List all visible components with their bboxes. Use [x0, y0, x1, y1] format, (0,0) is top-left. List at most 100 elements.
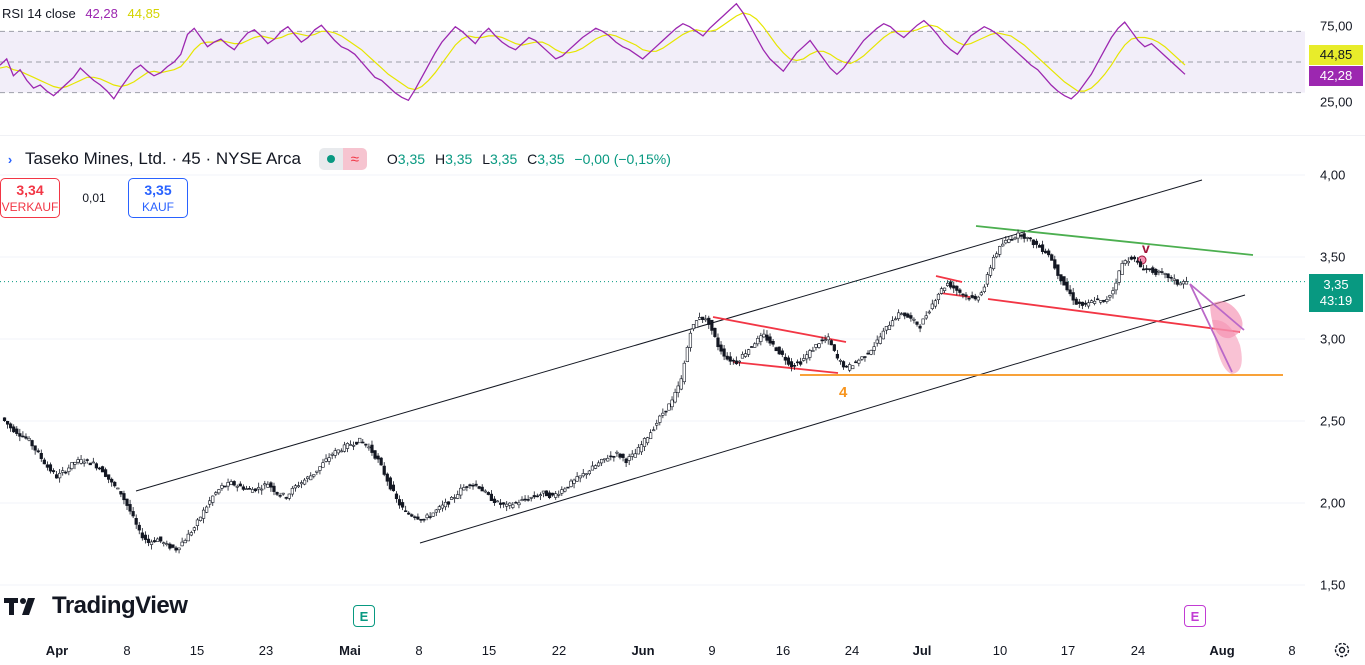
- market-status-dot-icon[interactable]: [318, 148, 343, 170]
- candle-body: [364, 443, 368, 446]
- candle-body: [272, 485, 276, 492]
- candle-body: [826, 336, 830, 341]
- candle-body: [789, 361, 794, 368]
- candle-body: [1001, 243, 1005, 247]
- candle-body: [682, 362, 686, 383]
- rsi-ma-value: 44,85: [127, 6, 161, 21]
- rsi-ma-line: [0, 12, 1186, 92]
- candle-body: [125, 498, 129, 506]
- candle-body: [12, 426, 16, 433]
- candle-body: [918, 325, 922, 329]
- trend-line-red: [987, 298, 1241, 333]
- candle-body: [254, 488, 258, 492]
- candle-body: [606, 457, 610, 462]
- candle-body: [538, 494, 542, 496]
- candle-body: [33, 445, 37, 451]
- candle-body: [205, 506, 209, 513]
- candle-body: [263, 483, 267, 486]
- candle-body: [36, 450, 40, 453]
- candle-body: [912, 318, 916, 321]
- candle-body: [94, 463, 98, 469]
- candle-body: [563, 488, 567, 492]
- candle-body: [97, 467, 102, 470]
- candle-body: [1096, 298, 1100, 301]
- candle-body: [1117, 270, 1121, 283]
- candle-body: [1022, 233, 1026, 239]
- candle-body: [942, 287, 947, 291]
- candle-body: [30, 440, 34, 447]
- candle-body: [477, 486, 481, 489]
- delay-wave-icon[interactable]: ≈: [342, 148, 367, 170]
- candle-body: [42, 459, 46, 465]
- candle-body: [587, 470, 591, 475]
- candle-body: [520, 499, 524, 501]
- sell-button[interactable]: 3,34 VERKAUF: [0, 178, 60, 218]
- earnings-marker-icon[interactable]: E: [1184, 605, 1206, 627]
- candle-body: [394, 493, 399, 500]
- candle-body: [985, 274, 990, 285]
- candle-body: [54, 474, 59, 479]
- candle-body: [388, 477, 392, 490]
- candle-body: [869, 350, 873, 355]
- candle-body: [358, 437, 362, 444]
- status-pill[interactable]: ≈: [318, 148, 367, 170]
- candle-body: [48, 464, 53, 472]
- candle-body: [1145, 268, 1149, 270]
- chevron-right-icon[interactable]: ›: [7, 151, 13, 167]
- candle-body: [293, 485, 298, 489]
- candle-body: [921, 318, 925, 325]
- tradingview-logo[interactable]: TradingView: [4, 592, 188, 620]
- buy-button[interactable]: 3,35 KAUF: [128, 178, 188, 218]
- candle-body: [1135, 260, 1140, 263]
- candle-body: [777, 346, 781, 355]
- candle-body: [257, 487, 261, 490]
- trend-line-red: [732, 361, 839, 374]
- gear-icon[interactable]: [1333, 641, 1351, 659]
- candle-body: [976, 296, 980, 301]
- candle-body: [407, 512, 411, 515]
- candle-body: [168, 543, 172, 549]
- candle-body: [220, 485, 224, 489]
- candle-body: [113, 481, 117, 487]
- x-axis-tick-label: 15: [189, 643, 205, 658]
- x-axis-tick-label: 8: [123, 643, 131, 658]
- candle-body: [596, 462, 601, 467]
- candle-body: [137, 524, 141, 531]
- candle-body: [1037, 245, 1042, 248]
- wave-label-4[interactable]: 4: [839, 384, 848, 401]
- candle-body: [1138, 261, 1143, 268]
- earnings-marker-icon[interactable]: E: [353, 605, 375, 627]
- candle-body: [327, 457, 331, 462]
- candle-body: [750, 346, 754, 348]
- candle-body: [1007, 239, 1011, 243]
- candle-body: [722, 348, 726, 357]
- candle-body: [964, 294, 968, 297]
- candle-body: [131, 511, 135, 517]
- candle-body: [624, 458, 628, 464]
- rsi-value: 42,28: [85, 6, 118, 21]
- wave-label-v[interactable]: v: [1142, 240, 1150, 256]
- candle-body: [753, 343, 757, 348]
- candle-body: [811, 350, 815, 352]
- rsi-pane[interactable]: [0, 0, 1365, 136]
- candle-body: [321, 462, 325, 468]
- candle-body: [541, 490, 546, 494]
- candle-body: [244, 488, 249, 490]
- candle-body: [688, 332, 693, 348]
- candle-body: [143, 534, 147, 540]
- candle-body: [774, 347, 778, 352]
- candle-body: [1025, 237, 1029, 239]
- candle-body: [299, 482, 304, 485]
- candle-body: [566, 486, 570, 489]
- candle-body: [725, 355, 729, 360]
- symbol-title[interactable]: Taseko Mines, Ltd. · 45 · NYSE Arca: [25, 149, 301, 168]
- change-value: −0,00 (−0,15%): [574, 151, 671, 167]
- candle-body: [854, 361, 858, 364]
- candle-body: [557, 493, 561, 496]
- candle-body: [676, 385, 680, 393]
- candle-body: [177, 547, 181, 551]
- candle-body: [198, 516, 203, 521]
- candle-body: [1089, 300, 1094, 303]
- candle-body: [51, 470, 56, 473]
